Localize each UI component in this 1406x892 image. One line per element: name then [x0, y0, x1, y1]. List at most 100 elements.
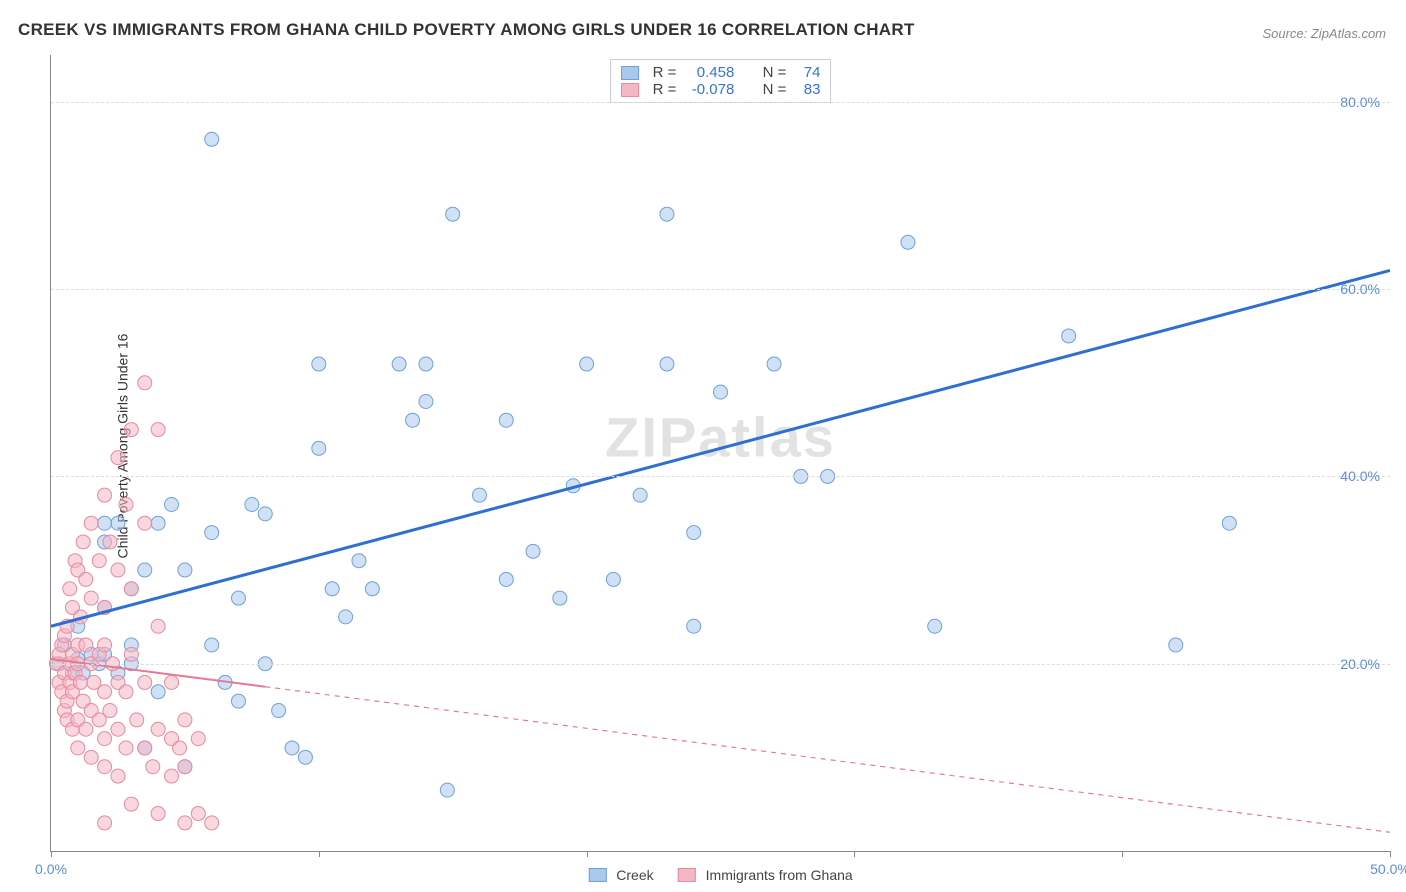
data-point: [111, 451, 125, 465]
data-point: [98, 760, 112, 774]
data-point: [138, 741, 152, 755]
y-tick-label: 80.0%: [1340, 94, 1380, 110]
data-point: [406, 413, 420, 427]
x-tick-label: 50.0%: [1370, 861, 1406, 877]
n-label: N =: [763, 64, 787, 81]
data-point: [138, 563, 152, 577]
data-point: [178, 816, 192, 830]
data-point: [146, 760, 160, 774]
data-point: [151, 722, 165, 736]
chart-svg: [51, 55, 1390, 851]
data-point: [165, 675, 179, 689]
trend-line: [51, 270, 1390, 626]
data-point: [365, 582, 379, 596]
stats-row: R =-0.078 N =83: [621, 81, 821, 98]
data-point: [928, 619, 942, 633]
x-tick: [587, 851, 588, 857]
data-point: [325, 582, 339, 596]
data-point: [231, 591, 245, 605]
data-point: [165, 498, 179, 512]
x-tick: [1390, 851, 1391, 857]
data-point: [1222, 516, 1236, 530]
data-point: [79, 572, 93, 586]
data-point: [71, 741, 85, 755]
data-point: [767, 357, 781, 371]
legend-swatch: [621, 66, 639, 80]
plot-area: ZIPatlas R =0.458 N =74R =-0.078 N =83 C…: [50, 55, 1390, 852]
r-label: R =: [653, 64, 677, 81]
data-point: [339, 610, 353, 624]
data-point: [79, 638, 93, 652]
x-tick: [854, 851, 855, 857]
trend-line-dashed: [265, 687, 1390, 833]
data-point: [98, 638, 112, 652]
data-point: [111, 516, 125, 530]
data-point: [312, 441, 326, 455]
data-point: [231, 694, 245, 708]
data-point: [687, 619, 701, 633]
data-point: [84, 591, 98, 605]
data-point: [111, 769, 125, 783]
data-point: [245, 498, 259, 512]
data-point: [130, 713, 144, 727]
data-point: [419, 394, 433, 408]
data-point: [98, 488, 112, 502]
bottom-legend: CreekImmigrants from Ghana: [588, 867, 852, 883]
data-point: [151, 807, 165, 821]
gridline-h: [51, 476, 1390, 477]
legend-swatch: [678, 868, 696, 882]
data-point: [1169, 638, 1183, 652]
stats-legend: R =0.458 N =74R = -0.078 N = 83: [610, 59, 832, 103]
data-point: [472, 488, 486, 502]
data-point: [124, 647, 138, 661]
x-tick: [319, 851, 320, 857]
data-point: [191, 732, 205, 746]
data-point: [138, 675, 152, 689]
data-point: [178, 760, 192, 774]
data-point: [901, 235, 915, 249]
data-point: [124, 797, 138, 811]
data-point: [84, 516, 98, 530]
data-point: [98, 685, 112, 699]
data-point: [580, 357, 594, 371]
data-point: [392, 357, 406, 371]
data-point: [151, 423, 165, 437]
stats-row: R =0.458 N =74: [621, 64, 821, 81]
n-label: N =: [763, 81, 787, 98]
data-point: [92, 554, 106, 568]
gridline-h: [51, 289, 1390, 290]
data-point: [205, 526, 219, 540]
n-value: 83: [796, 81, 820, 98]
data-point: [419, 357, 433, 371]
source-label: Source: ZipAtlas.com: [1262, 26, 1386, 41]
data-point: [138, 516, 152, 530]
data-point: [98, 816, 112, 830]
data-point: [151, 619, 165, 633]
data-point: [119, 498, 133, 512]
data-point: [606, 572, 620, 586]
legend-label: Immigrants from Ghana: [706, 867, 853, 883]
data-point: [205, 816, 219, 830]
r-value: -0.078: [686, 81, 734, 98]
data-point: [660, 207, 674, 221]
data-point: [499, 572, 513, 586]
data-point: [79, 722, 93, 736]
data-point: [272, 704, 286, 718]
data-point: [178, 713, 192, 727]
data-point: [98, 516, 112, 530]
x-tick: [51, 851, 52, 857]
data-point: [1062, 329, 1076, 343]
data-point: [205, 638, 219, 652]
gridline-h: [51, 102, 1390, 103]
x-tick-label: 0.0%: [35, 861, 67, 877]
y-tick-label: 60.0%: [1340, 281, 1380, 297]
data-point: [298, 750, 312, 764]
data-point: [205, 132, 219, 146]
data-point: [119, 741, 133, 755]
data-point: [285, 741, 299, 755]
data-point: [446, 207, 460, 221]
data-point: [84, 750, 98, 764]
data-point: [178, 563, 192, 577]
data-point: [138, 376, 152, 390]
data-point: [714, 385, 728, 399]
